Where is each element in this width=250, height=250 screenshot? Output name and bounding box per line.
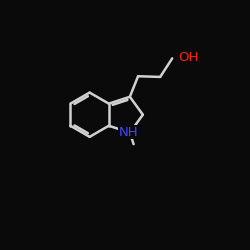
Text: NH: NH (119, 126, 139, 138)
Text: OH: OH (178, 51, 199, 64)
